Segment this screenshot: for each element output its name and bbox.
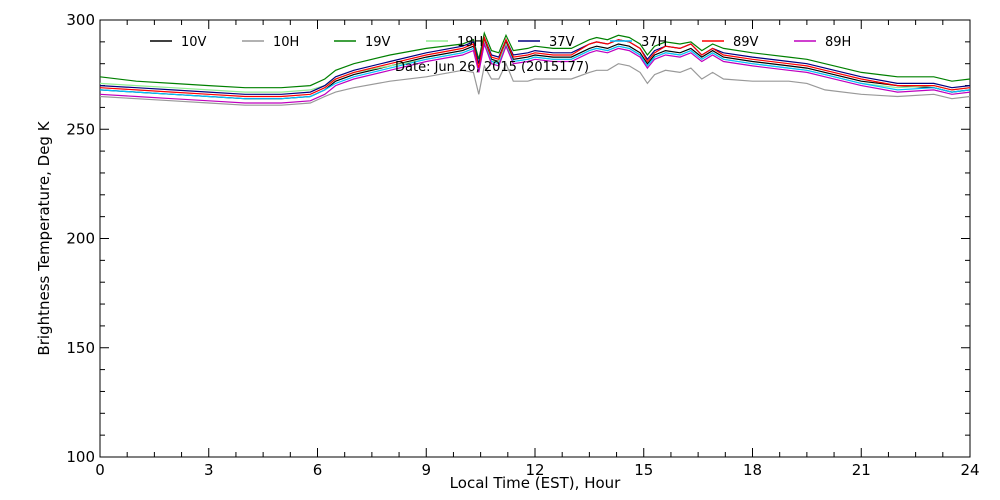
legend-label-37v: 37V <box>549 35 575 50</box>
x-tick-label: 21 <box>852 461 871 479</box>
x-tick-label: 6 <box>313 461 323 479</box>
x-tick-label: 3 <box>204 461 214 479</box>
date-annotation: Date: Jun 26, 2015 (2015177) <box>395 60 589 75</box>
legend-label-10v: 10V <box>181 35 207 50</box>
legend-label-19v: 19V <box>365 35 391 50</box>
legend-label-89v: 89V <box>733 35 759 50</box>
x-tick-label: 0 <box>95 461 105 479</box>
x-tick-label: 18 <box>743 461 762 479</box>
series-line-19v <box>99 31 971 89</box>
x-tick-label: 24 <box>960 461 979 479</box>
x-axis-title: Local Time (EST), Hour <box>450 474 621 492</box>
axes: 0 3 6 9 12 15 18 21 24 100 150 200 250 300 <box>66 11 979 479</box>
y-tick-label: 300 <box>66 11 95 29</box>
plot-frame <box>99 19 971 458</box>
series-line-10h <box>99 62 971 106</box>
x-tick-label: 15 <box>634 461 653 479</box>
series-line-10v <box>99 37 971 100</box>
legend: 10V 10H 19V 19H 37V 37H 89V 89H <box>150 35 851 50</box>
y-tick-label: 250 <box>66 120 95 138</box>
y-tick-label: 100 <box>66 448 95 466</box>
series-line-37h <box>99 41 971 100</box>
legend-label-19h: 19H <box>457 35 483 50</box>
series-line-89v <box>99 35 971 98</box>
y-tick-label: 150 <box>66 339 95 357</box>
y-axis-title: Brightness Temperature, Deg K <box>35 120 53 355</box>
legend-label-10h: 10H <box>273 35 299 50</box>
x-tick-label: 12 <box>525 461 544 479</box>
series-line-37v <box>99 35 971 95</box>
legend-label-89h: 89H <box>825 35 851 50</box>
y-tick-label: 200 <box>66 230 95 248</box>
legend-label-37h: 37H <box>641 35 667 50</box>
series-group <box>99 31 971 106</box>
x-tick-label: 9 <box>421 461 431 479</box>
series-line-89h <box>99 41 971 104</box>
